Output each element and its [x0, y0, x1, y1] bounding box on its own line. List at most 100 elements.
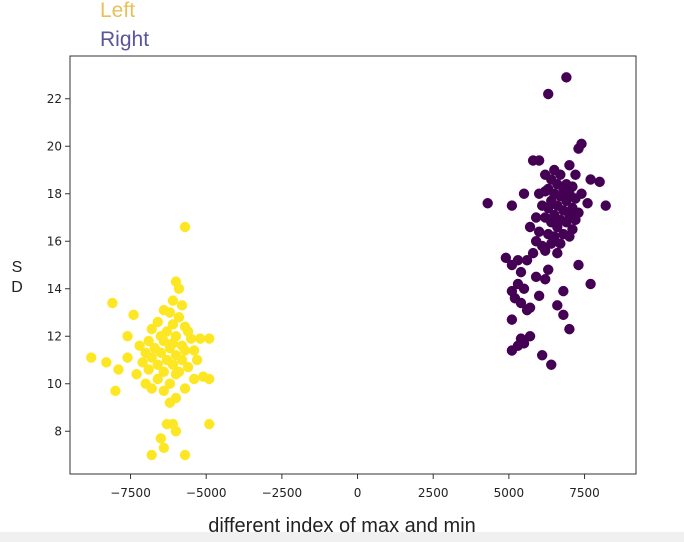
- point-left: [101, 357, 112, 368]
- x-tick-label: −7500: [110, 486, 151, 500]
- point-right: [552, 247, 563, 259]
- point-right: [530, 212, 542, 223]
- point-left: [176, 300, 188, 311]
- point-left: [182, 361, 194, 373]
- x-axis-ticks: −7500 −5000 −2500 0 2500 5000 7500: [110, 474, 600, 500]
- point-right: [561, 195, 572, 207]
- point-left: [179, 383, 191, 394]
- y-tick-label: 18: [47, 187, 62, 201]
- point-right: [570, 193, 581, 204]
- point-left: [167, 359, 179, 370]
- point-left: [179, 221, 191, 233]
- point-right: [543, 264, 554, 275]
- point-left: [167, 319, 179, 330]
- point-left: [164, 378, 176, 389]
- point-right: [536, 350, 548, 361]
- point-left: [85, 352, 97, 363]
- point-left: [158, 442, 170, 454]
- point-right: [482, 198, 493, 209]
- point-left: [179, 345, 191, 356]
- y-tick-label: 20: [47, 139, 62, 153]
- point-right: [564, 231, 575, 242]
- point-left: [158, 366, 170, 378]
- data-points: [85, 72, 611, 461]
- legend-entry-right: Right: [100, 28, 150, 51]
- point-left: [128, 309, 139, 321]
- point-left: [179, 449, 191, 461]
- point-left: [146, 352, 157, 363]
- y-tick-label: 12: [47, 329, 62, 343]
- point-left: [188, 373, 200, 385]
- y-axis-label: S D: [11, 259, 23, 296]
- point-right: [527, 247, 539, 259]
- point-right: [558, 309, 569, 321]
- point-right: [506, 259, 518, 271]
- point-right: [561, 72, 572, 83]
- point-right: [506, 345, 518, 356]
- point-right: [515, 297, 527, 309]
- x-tick-label: −5000: [186, 486, 227, 500]
- point-left: [204, 373, 215, 385]
- x-tick-label: 2500: [418, 486, 449, 500]
- point-left: [146, 449, 157, 461]
- point-left: [131, 369, 142, 380]
- point-right: [543, 202, 554, 214]
- point-right: [546, 359, 557, 370]
- point-left: [152, 316, 163, 328]
- point-left: [204, 333, 215, 344]
- point-right: [524, 331, 536, 342]
- point-right: [585, 174, 596, 185]
- point-left: [134, 340, 145, 351]
- point-left: [164, 397, 176, 408]
- y-tick-label: 8: [54, 424, 62, 438]
- point-left: [155, 347, 167, 359]
- y-tick-label: 22: [47, 92, 62, 106]
- point-left: [185, 333, 197, 344]
- point-right: [543, 88, 554, 100]
- point-right: [555, 238, 566, 249]
- point-right: [518, 188, 530, 199]
- point-right: [506, 314, 518, 325]
- point-right: [585, 278, 596, 290]
- y-tick-label: 10: [47, 377, 62, 391]
- point-left: [158, 335, 170, 347]
- point-left: [113, 364, 124, 375]
- point-left: [152, 373, 163, 385]
- point-right: [518, 283, 530, 294]
- point-left: [110, 385, 121, 397]
- point-left: [155, 433, 167, 444]
- y-axis-ticks: 8 10 12 14 16 18 20 22: [47, 92, 70, 438]
- point-left: [194, 333, 206, 344]
- x-tick-label: 0: [354, 486, 362, 500]
- point-right: [515, 266, 527, 278]
- point-left: [146, 383, 157, 394]
- point-left: [143, 335, 154, 347]
- y-tick-label: 14: [47, 282, 62, 296]
- point-left: [191, 354, 203, 366]
- point-right: [555, 169, 566, 180]
- point-right: [594, 176, 605, 188]
- x-tick-label: −2500: [262, 486, 303, 500]
- legend-entry-left: Left: [100, 0, 136, 22]
- point-right: [573, 143, 584, 154]
- point-right: [530, 271, 542, 283]
- point-right: [533, 290, 545, 302]
- point-left: [176, 354, 188, 366]
- point-left: [167, 295, 179, 306]
- plot-frame: [69, 55, 637, 475]
- point-right: [521, 304, 533, 316]
- point-right: [533, 155, 545, 166]
- legend: Left Right: [100, 0, 149, 54]
- point-right: [582, 198, 593, 209]
- point-right: [533, 188, 545, 199]
- y-tick-label: 16: [47, 234, 62, 248]
- point-right: [552, 221, 563, 233]
- point-left: [164, 342, 176, 354]
- scatter-chart: −7500 −5000 −2500 0 2500 5000 7500 8 10 12 14 16 18…: [47, 55, 637, 500]
- point-right: [539, 274, 551, 285]
- x-axis-label: different index of max and min: [208, 515, 476, 537]
- point-left: [152, 359, 163, 370]
- point-left: [122, 352, 133, 363]
- point-right: [546, 238, 557, 249]
- point-left: [188, 345, 200, 356]
